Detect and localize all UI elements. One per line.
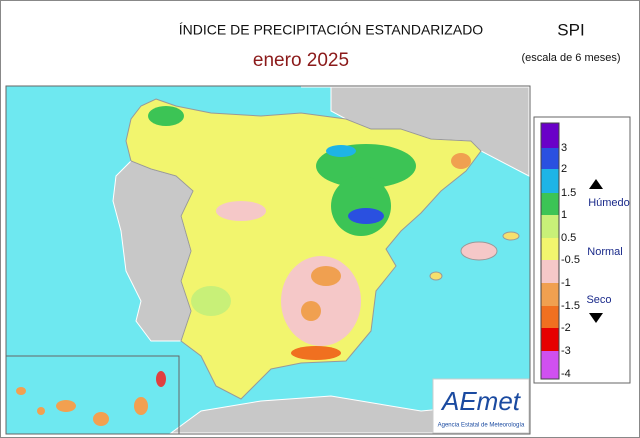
legend-label: 2 xyxy=(561,163,567,175)
legend-swatch xyxy=(541,260,559,283)
legend-label: -1.5 xyxy=(561,300,580,312)
legend-swatch xyxy=(541,328,559,351)
dry-area xyxy=(281,256,361,346)
legend-label: 3 xyxy=(561,142,567,154)
logo-agency: Agencia Estatal de Meteorología xyxy=(438,423,525,429)
legend-swatch xyxy=(541,193,559,215)
menorca xyxy=(502,231,520,241)
island xyxy=(134,397,148,415)
dry-area xyxy=(216,201,266,221)
legend-swatch xyxy=(541,238,559,260)
very-dry-area xyxy=(291,346,341,360)
index-name: SPI xyxy=(557,20,584,39)
legend: 321.510.5-0.5-1-1.5-2-3-4 Húmedo Normal … xyxy=(533,116,631,384)
very-wet-area xyxy=(326,145,356,157)
dry-label: Seco xyxy=(586,294,611,306)
legend-swatch xyxy=(541,148,559,169)
logo-name: AEmet xyxy=(440,386,522,416)
map xyxy=(5,85,531,435)
legend-label: 1 xyxy=(561,209,567,221)
legend-swatch xyxy=(541,306,559,328)
normal-label: Normal xyxy=(587,246,622,258)
legend-labels: 3 2 1.5 1 0.5 -0.5 -1 -1.5 -2 -3 -4 xyxy=(561,142,580,380)
period: enero 2025 xyxy=(253,50,349,71)
island xyxy=(93,412,109,426)
legend-label: -0.5 xyxy=(561,254,580,266)
ibiza xyxy=(429,271,443,281)
legend-label: -2 xyxy=(561,322,571,334)
up-arrow xyxy=(589,179,603,189)
canary-inset xyxy=(5,355,180,435)
legend-swatch xyxy=(541,283,559,306)
logo: AEmet Agencia Estatal de Meteorología xyxy=(432,378,530,434)
legend-swatch xyxy=(541,169,559,193)
island xyxy=(56,400,76,412)
legend-bar-frame xyxy=(540,122,560,380)
legend-swatch xyxy=(541,351,559,379)
index-scale: (escala de 6 meses) xyxy=(521,52,620,64)
dry-area xyxy=(311,266,341,286)
island xyxy=(37,407,45,415)
title: ÍNDICE DE PRECIPITACIÓN ESTANDARIZADO xyxy=(179,22,484,38)
dry-area xyxy=(301,301,321,321)
dry-area xyxy=(451,153,471,169)
island xyxy=(156,371,166,387)
island xyxy=(16,387,26,395)
wet-area xyxy=(331,176,391,236)
mallorca xyxy=(460,241,498,261)
wet-area xyxy=(148,106,184,126)
legend-swatch xyxy=(541,215,559,238)
moist-area xyxy=(191,286,231,316)
legend-swatch xyxy=(541,123,559,148)
legend-label: -3 xyxy=(561,345,571,357)
legend-label: -1 xyxy=(561,277,571,289)
legend-label: 0.5 xyxy=(561,232,576,244)
wet-label: Húmedo xyxy=(588,197,630,209)
logo-box xyxy=(432,378,530,434)
legend-label: -4 xyxy=(561,368,571,380)
legend-label: 1.5 xyxy=(561,187,576,199)
down-arrow xyxy=(589,313,603,323)
very-wet-area xyxy=(348,208,384,224)
